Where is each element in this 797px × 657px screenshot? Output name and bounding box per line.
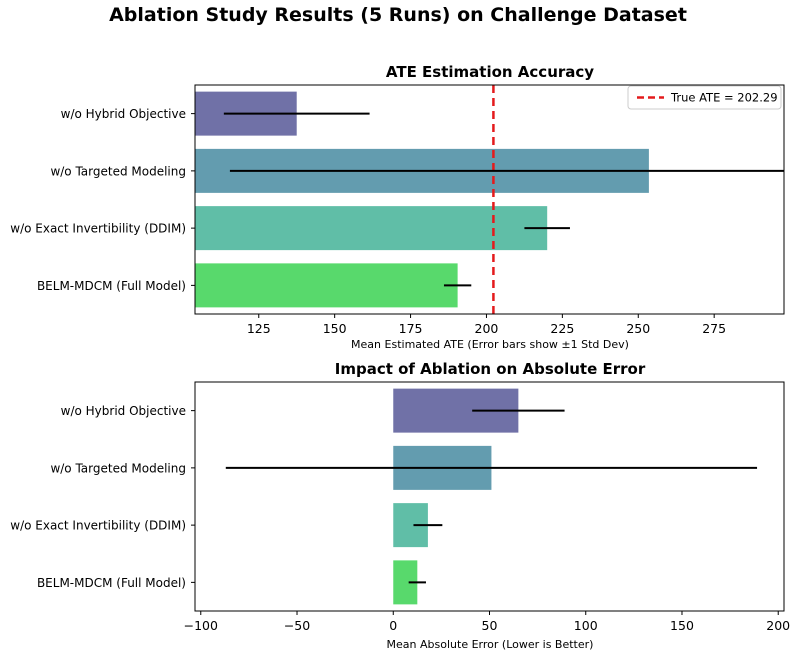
- figure-suptitle: Ablation Study Results (5 Runs) on Chall…: [109, 4, 687, 26]
- ate-category-label-w-o-hybrid-objective: w/o Hybrid Objective: [61, 107, 186, 121]
- error-xtick-label-100: 100: [574, 618, 598, 633]
- ate-category-label-w-o-exact-invertibility-ddim: w/o Exact Invertibility (DDIM): [10, 222, 186, 236]
- error-chart-title: Impact of Ablation on Absolute Error: [335, 360, 646, 378]
- ate-accuracy-chart: ATE Estimation Accuracy 125 150 175 200 225 2…: [10, 63, 785, 351]
- ate-xtick-label-200: 200: [475, 321, 499, 336]
- ate-xtick-label-275: 275: [702, 321, 726, 336]
- error-xtick-label-150: 150: [670, 618, 694, 633]
- legend-frame: [627, 85, 782, 110]
- ate-xtick-label-150: 150: [323, 321, 347, 336]
- error-chart-xlabel: Mean Absolute Error (Lower is Better): [387, 638, 594, 651]
- ate-bar-belm-mdcm-full-model: [195, 263, 458, 308]
- ate-xtick-label-250: 250: [626, 321, 650, 336]
- ate-xtick-label-225: 225: [550, 321, 574, 336]
- error-xtick-label-50: −50: [284, 618, 310, 633]
- error-category-label-w-o-targeted-modeling: w/o Targeted Modeling: [50, 461, 186, 475]
- ate-xtick-label-175: 175: [399, 321, 423, 336]
- error-xtick-label-50: 50: [482, 618, 498, 633]
- ate-chart-frame: [194, 84, 785, 315]
- legend-entry-true-ate: True ATE = 202.29: [670, 91, 778, 105]
- ate-chart-legend: True ATE = 202.29: [627, 85, 782, 110]
- ate-xtick-label-125: 125: [247, 321, 271, 336]
- error-category-label-w-o-exact-invertibility-ddim: w/o Exact Invertibility (DDIM): [10, 519, 186, 533]
- error-xtick-label-0: 0: [389, 618, 397, 633]
- ate-bar-w-o-exact-invertibility-ddim: [195, 206, 548, 251]
- error-category-label-w-o-hybrid-objective: w/o Hybrid Objective: [61, 404, 186, 418]
- error-xtick-label-200: 200: [766, 618, 790, 633]
- ate-chart-title: ATE Estimation Accuracy: [386, 63, 594, 81]
- ate-category-label-belm-mdcm-full-model: BELM-MDCM (Full Model): [37, 279, 186, 293]
- absolute-error-chart: Impact of Ablation on Absolute Error −10…: [10, 360, 790, 651]
- ate-category-label-w-o-targeted-modeling: w/o Targeted Modeling: [50, 164, 186, 178]
- error-xtick-label-100: −100: [184, 618, 218, 633]
- error-category-label-belm-mdcm-full-model: BELM-MDCM (Full Model): [37, 576, 186, 590]
- ate-chart-xlabel: Mean Estimated ATE (Error bars show ±1 S…: [351, 338, 629, 351]
